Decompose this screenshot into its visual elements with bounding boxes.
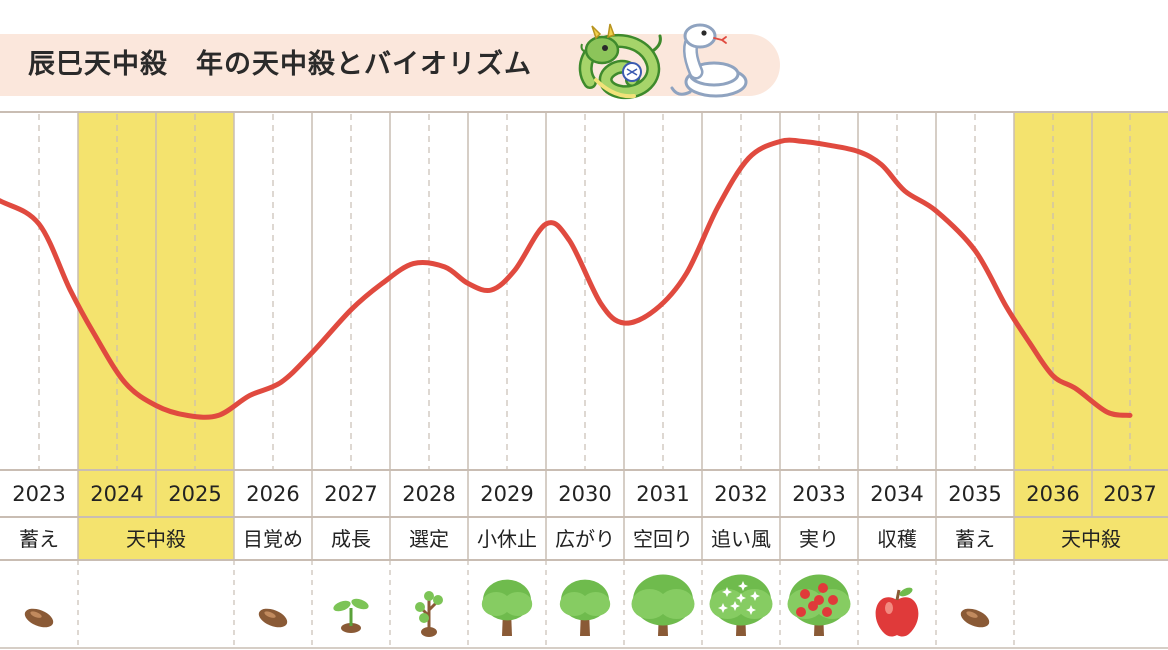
phase-label: 蓄え — [19, 527, 59, 551]
year-label: 2031 — [636, 482, 689, 506]
growth-icons — [24, 574, 990, 637]
chart-grid — [0, 111, 1168, 650]
phase-label: 小休止 — [477, 527, 537, 551]
phase-label: 選定 — [409, 527, 449, 551]
year-label: 2034 — [870, 482, 923, 506]
apple-icon — [875, 587, 919, 637]
flowering-tree-icon — [709, 574, 773, 636]
page-title: 辰巳天中殺 年の天中殺とバイオリズム — [28, 49, 532, 80]
phase-label: 追い風 — [711, 527, 771, 551]
fruit-tree-icon — [787, 574, 851, 636]
year-label: 2035 — [948, 482, 1001, 506]
dragon-icon — [578, 23, 662, 100]
tree-icon — [481, 579, 533, 636]
snake-icon — [670, 23, 748, 98]
phase-label: 収穫 — [877, 527, 917, 551]
year-label: 2027 — [324, 482, 377, 506]
phase-label: 成長 — [331, 527, 371, 551]
phase-label: 広がり — [555, 527, 615, 551]
phase-label: 実り — [799, 527, 839, 551]
year-label: 2029 — [480, 482, 533, 506]
curve-layer — [0, 137, 1133, 420]
seed-icon — [258, 608, 288, 628]
phase-label: 目覚め — [243, 527, 303, 551]
seed-icon — [24, 608, 54, 628]
sapling-icon — [415, 591, 443, 637]
year-label: 2033 — [792, 482, 845, 506]
sprout-icon — [333, 598, 369, 633]
biorhythm-line — [0, 137, 1133, 420]
year-label: 2032 — [714, 482, 767, 506]
phase-label: 天中殺 — [126, 527, 186, 551]
phase-label: 蓄え — [955, 527, 995, 551]
chart-labels: 2023 2024 2025 2026 2027 2028 2029 2030 2031 2032… — [12, 482, 1156, 551]
year-label: 2036 — [1026, 482, 1079, 506]
big-tree-icon — [631, 574, 695, 636]
phase-label: 天中殺 — [1061, 527, 1121, 551]
year-label: 2037 — [1103, 482, 1156, 506]
highlight-bands — [78, 112, 1168, 560]
year-label: 2030 — [558, 482, 611, 506]
phase-label: 空回り — [633, 527, 693, 551]
seed-icon — [960, 608, 990, 628]
tree-icon — [559, 579, 611, 636]
year-label: 2024 — [90, 482, 143, 506]
year-label: 2025 — [168, 482, 221, 506]
year-label: 2026 — [246, 482, 299, 506]
year-label: 2028 — [402, 482, 455, 506]
year-label: 2023 — [12, 482, 65, 506]
